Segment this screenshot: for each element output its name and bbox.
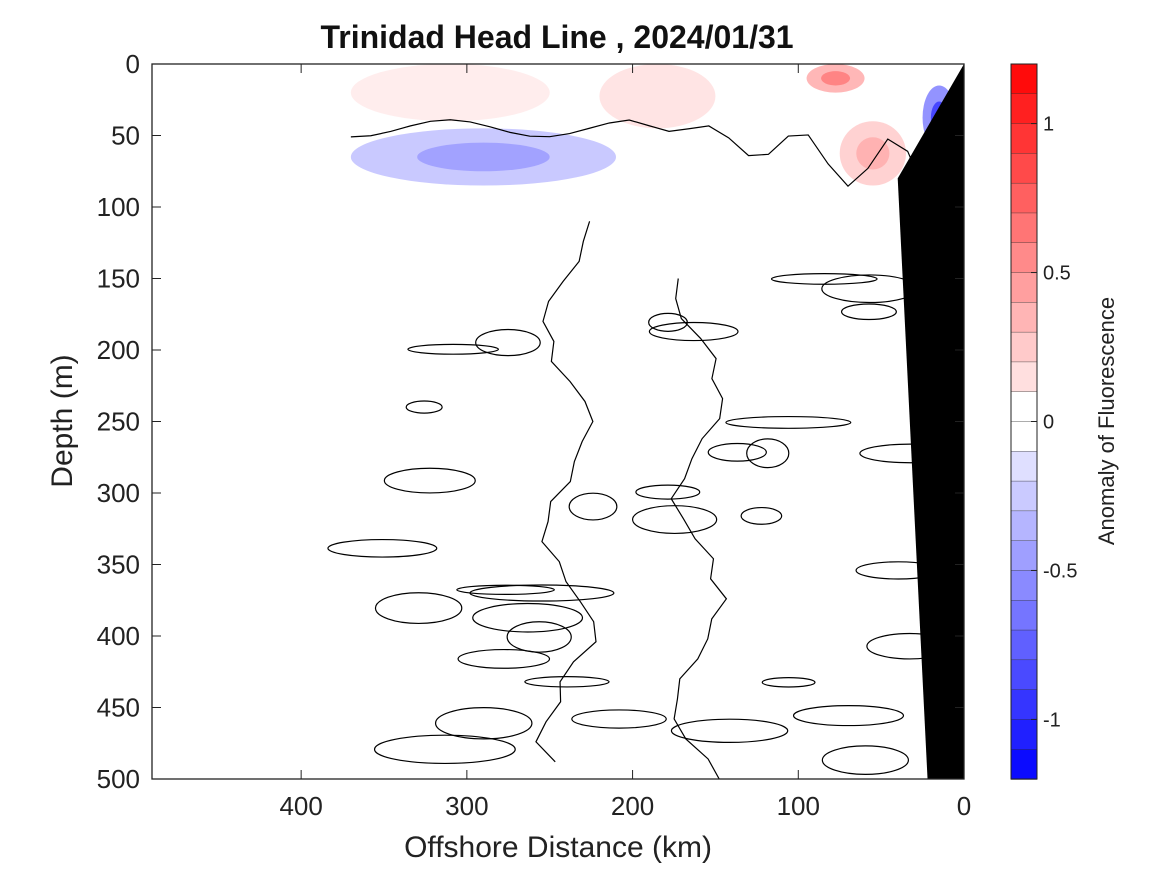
y-tick-label-500: 500 <box>97 764 140 794</box>
seafloor-bathymetry <box>897 64 964 779</box>
colorbar-segment-10 <box>1010 361 1038 393</box>
y-tick-label-450: 450 <box>97 693 140 723</box>
zero-contour-layer <box>327 119 962 779</box>
colorbar-segment-19 <box>1010 629 1038 661</box>
y-tick-label-50: 50 <box>111 121 140 151</box>
anomaly-core-4 <box>417 142 550 172</box>
zero-contour-loop-6 <box>456 584 555 595</box>
anomaly-core-3 <box>856 137 890 170</box>
colorbar-segment-14 <box>1010 480 1038 512</box>
colorbar-segment-17 <box>1010 570 1038 601</box>
zero-contour-loop-32 <box>327 538 438 558</box>
colorbar-segment-21 <box>1010 689 1038 721</box>
colorbar-segment-0 <box>1010 63 1038 95</box>
colorbar-segment-15 <box>1010 510 1038 542</box>
y-tick-label-400: 400 <box>97 621 140 651</box>
zero-contour-loop-20 <box>648 321 739 342</box>
colorbar-segment-13 <box>1010 451 1038 482</box>
colorbar-segment-6 <box>1010 242 1038 274</box>
zero-contour-loop-29 <box>383 467 476 494</box>
colorbar-segment-22 <box>1010 719 1038 750</box>
colorbar-tick-label-0: 1 <box>1043 114 1054 136</box>
colorbar-segment-9 <box>1010 331 1038 363</box>
x-tick-label-100: 100 <box>777 791 820 821</box>
y-tick-label-350: 350 <box>97 550 140 580</box>
x-axis-label: Offshore Distance (km) <box>404 831 712 864</box>
zero-contour-loop-5 <box>373 734 516 765</box>
zero-contour-loop-7 <box>707 442 767 462</box>
colorbar-tick-label-1: 0.5 <box>1043 263 1071 285</box>
y-axis-label: Depth (m) <box>46 354 79 487</box>
colorbar-segment-7 <box>1010 272 1038 304</box>
zero-contour-loop-12 <box>405 400 443 414</box>
zero-contour-surface <box>350 119 948 213</box>
positive-anomaly-patch-1 <box>599 64 716 129</box>
plot-area <box>327 64 964 779</box>
y-tick-label-150: 150 <box>97 264 140 294</box>
anomaly-core-2 <box>821 71 851 86</box>
colorbar-segment-23 <box>1010 749 1038 780</box>
colorbar-segment-4 <box>1010 182 1038 214</box>
x-axis-ticks: 400 300 200 100 0 <box>279 64 971 821</box>
zero-contour-loop-3 <box>635 484 701 500</box>
zero-contour-loop-30 <box>434 707 533 740</box>
anomaly-fill-layer <box>350 64 956 186</box>
y-tick-label-0: 0 <box>126 49 140 79</box>
x-tick-label-300: 300 <box>445 791 488 821</box>
zero-contour-loop-31 <box>524 676 610 688</box>
colorbar-segment-20 <box>1010 659 1038 691</box>
chart-title: Trinidad Head Line , 2024/01/31 <box>320 19 793 55</box>
zero-contour-loop-19 <box>770 273 878 285</box>
colorbar-segment-8 <box>1010 302 1038 333</box>
colorbar-segment-12 <box>1010 421 1038 452</box>
zero-contour-loop-11 <box>568 492 618 521</box>
colorbar-tick-label-2: 0 <box>1043 412 1054 434</box>
colorbar-segment-11 <box>1010 391 1038 423</box>
colorbar-ticks: 1 0.5 0 -0.5 -1 <box>1031 114 1077 731</box>
x-tick-label-200: 200 <box>611 791 654 821</box>
zero-contour-loop-16 <box>407 343 499 355</box>
colorbar-segment-1 <box>1010 93 1038 125</box>
zero-contour-loop-28 <box>374 592 463 625</box>
zero-contour-loop-8 <box>506 621 572 653</box>
zero-contour-loop-13 <box>472 602 584 633</box>
colorbar-label: Anomaly of Fluorescence <box>1094 297 1119 545</box>
colorbar-segment-18 <box>1010 600 1038 631</box>
colorbar <box>1010 63 1038 780</box>
zero-contour-loop-24 <box>840 303 897 321</box>
colorbar-tick-label-3: -0.5 <box>1043 560 1077 582</box>
colorbar-segment-3 <box>1010 153 1038 184</box>
x-tick-label-400: 400 <box>279 791 322 821</box>
zero-contour-loop-10 <box>821 745 910 775</box>
y-tick-label-100: 100 <box>97 192 140 222</box>
zero-contour-loop-26 <box>571 709 667 729</box>
positive-anomaly-patch-0 <box>350 64 550 122</box>
zero-contour-loop-23 <box>746 438 790 469</box>
zero-contour-meander-0 <box>535 221 597 763</box>
zero-contour-loop-33 <box>457 648 551 669</box>
y-tick-label-250: 250 <box>97 407 140 437</box>
y-tick-label-200: 200 <box>97 335 140 365</box>
zero-contour-loop-14 <box>761 676 816 688</box>
colorbar-segment-5 <box>1010 212 1038 244</box>
colorbar-segment-16 <box>1010 540 1038 572</box>
colorbar-segment-2 <box>1010 123 1038 155</box>
zero-contour-loop-27 <box>792 704 905 727</box>
zero-contour-meander-1 <box>670 278 728 779</box>
y-tick-label-300: 300 <box>97 478 140 508</box>
zero-contour-loop-18 <box>725 415 852 429</box>
colorbar-tick-label-4: -1 <box>1043 709 1061 731</box>
x-tick-label-0: 0 <box>957 791 971 821</box>
zero-contour-loop-2 <box>631 505 718 535</box>
zero-contour-loop-22 <box>670 718 789 744</box>
zero-contour-loop-4 <box>475 328 541 357</box>
zero-contour-loop-17 <box>740 506 783 525</box>
y-axis-ticks: 0 50 100 150 200 250 300 350 400 450 500 <box>97 49 964 794</box>
